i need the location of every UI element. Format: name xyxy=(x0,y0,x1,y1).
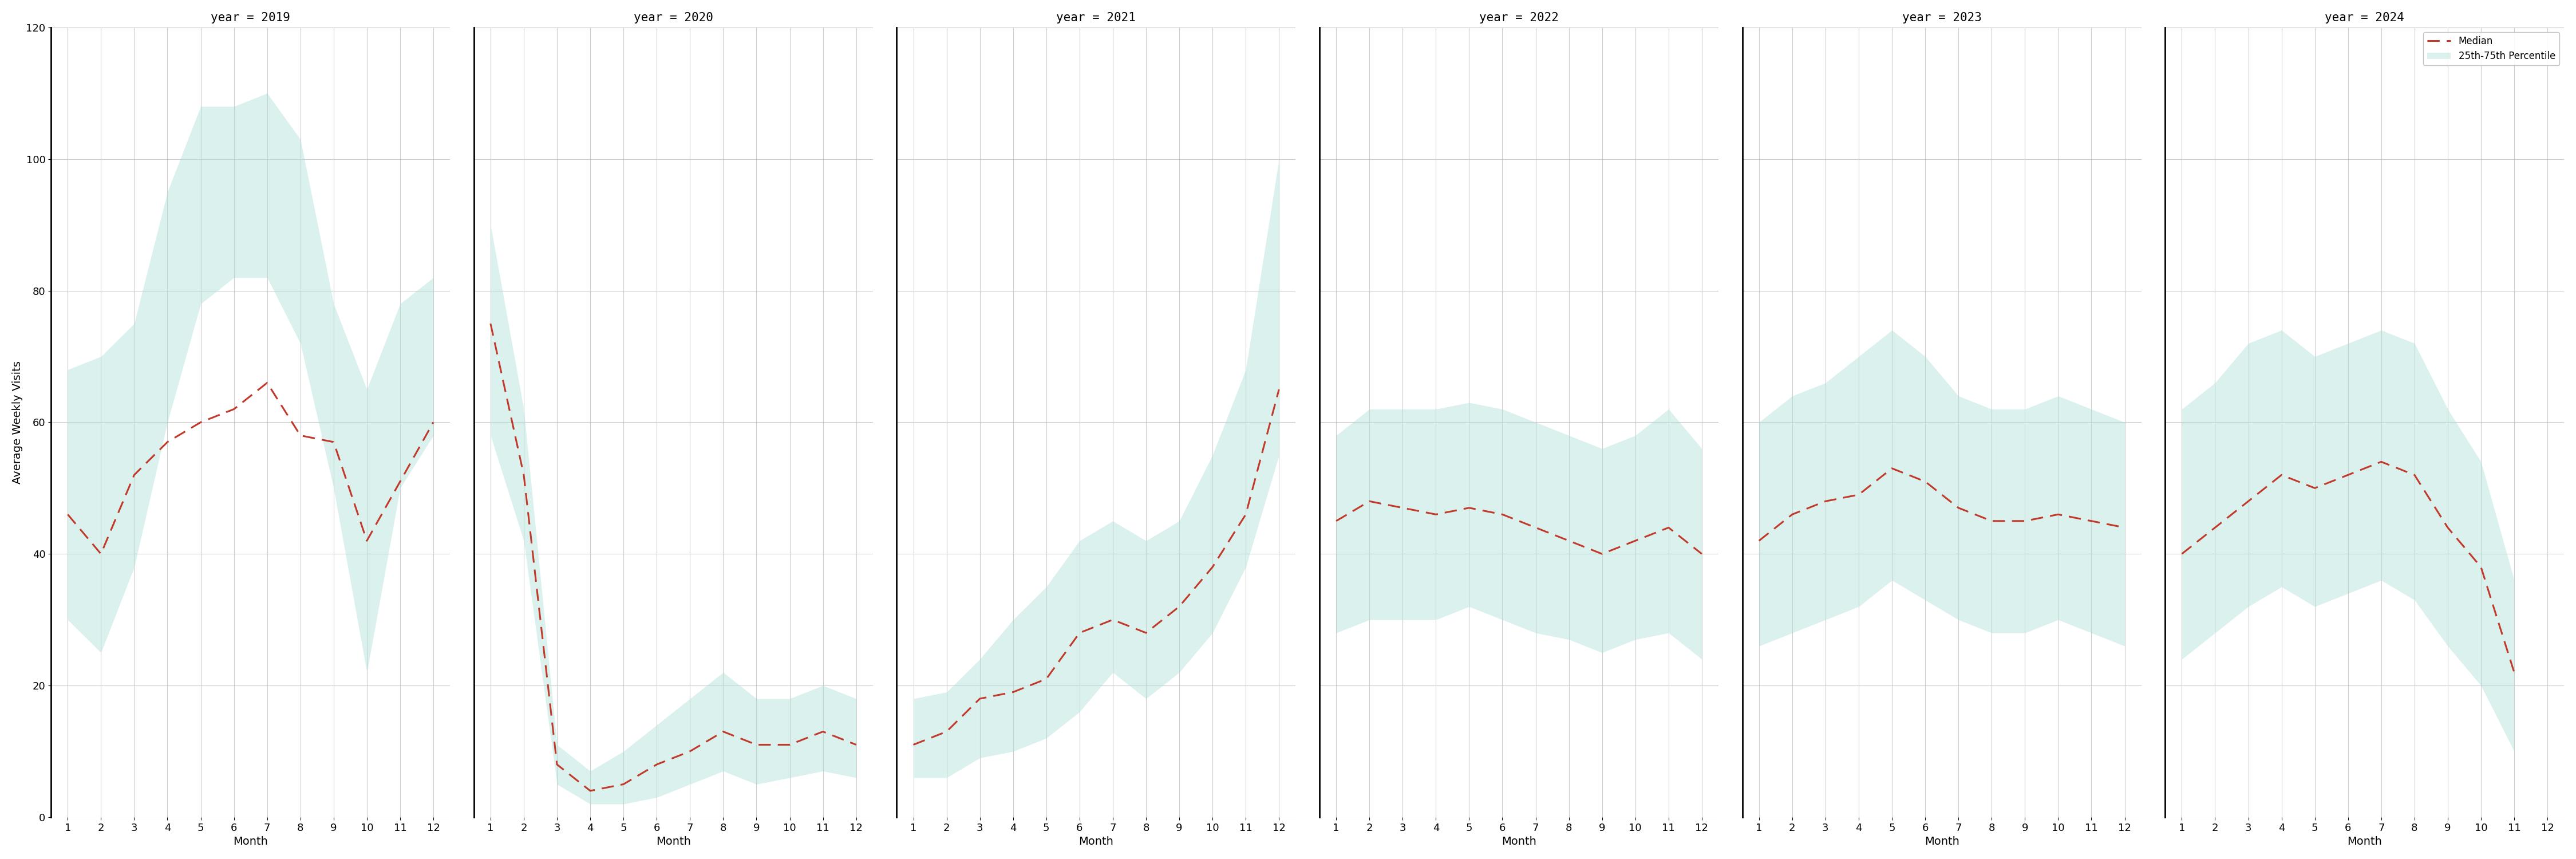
X-axis label: Month: Month xyxy=(657,836,690,847)
X-axis label: Month: Month xyxy=(232,836,268,847)
Title: year = 2020: year = 2020 xyxy=(634,12,714,23)
Title: year = 2023: year = 2023 xyxy=(1901,12,1981,23)
Y-axis label: Average Weekly Visits: Average Weekly Visits xyxy=(13,361,23,484)
Legend: Median, 25th-75th Percentile: Median, 25th-75th Percentile xyxy=(2424,33,2561,65)
X-axis label: Month: Month xyxy=(1502,836,1535,847)
X-axis label: Month: Month xyxy=(1924,836,1960,847)
Title: year = 2024: year = 2024 xyxy=(2326,12,2403,23)
X-axis label: Month: Month xyxy=(1079,836,1113,847)
Title: year = 2021: year = 2021 xyxy=(1056,12,1136,23)
Title: year = 2022: year = 2022 xyxy=(1479,12,1558,23)
X-axis label: Month: Month xyxy=(2347,836,2383,847)
Title: year = 2019: year = 2019 xyxy=(211,12,291,23)
